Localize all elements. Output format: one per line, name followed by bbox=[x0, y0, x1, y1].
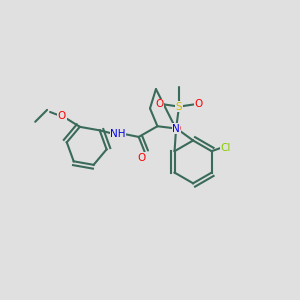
Text: S: S bbox=[176, 102, 182, 112]
Text: O: O bbox=[58, 111, 66, 122]
Text: N: N bbox=[172, 124, 180, 134]
Text: O: O bbox=[172, 124, 181, 134]
Text: O: O bbox=[138, 153, 146, 163]
Text: Cl: Cl bbox=[221, 143, 231, 153]
Text: O: O bbox=[156, 99, 164, 109]
Text: NH: NH bbox=[110, 129, 126, 139]
Text: O: O bbox=[194, 99, 202, 109]
